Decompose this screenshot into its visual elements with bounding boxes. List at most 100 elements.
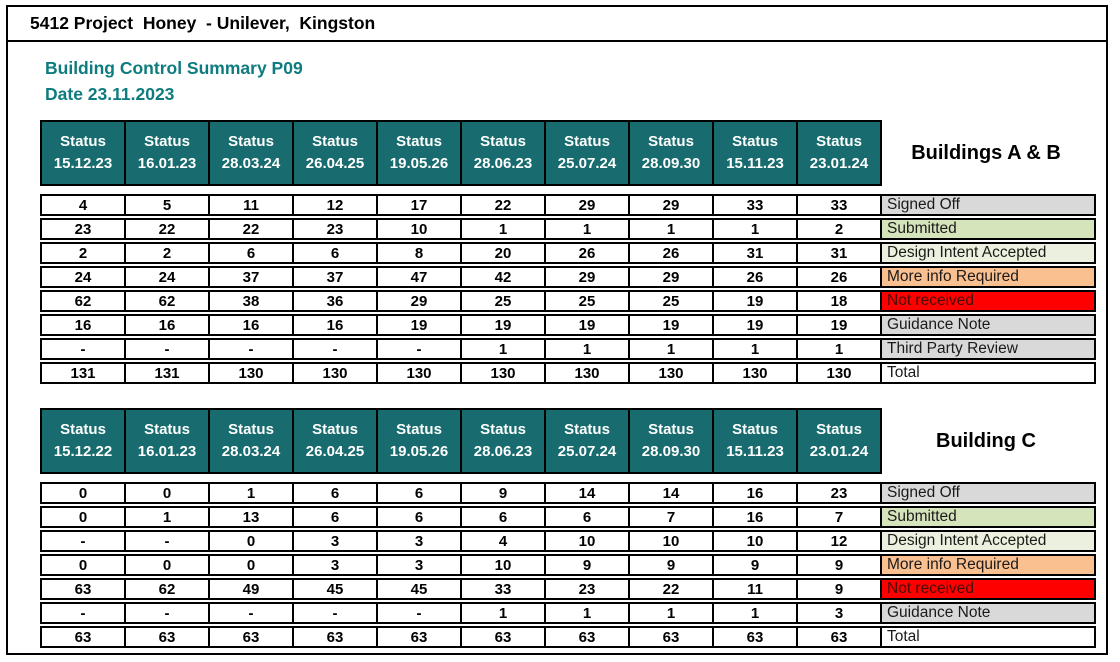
status-header-word: Status — [60, 421, 106, 438]
value-cell: 33 — [712, 194, 798, 216]
table-title: Buildings A & B — [911, 141, 1061, 164]
value-cell: - — [124, 338, 210, 360]
report-heading: Building Control Summary P09 Date 23.11.… — [45, 55, 1106, 107]
value-cell: 19 — [544, 314, 630, 336]
value-cell: - — [208, 338, 294, 360]
value-cell: 31 — [712, 242, 798, 264]
report-title: Building Control Summary P09 — [45, 58, 303, 78]
table-row: 23 22 22 23 10 1 1 1 1 2 Submitted — [40, 218, 1106, 240]
value-cell: 63 — [376, 626, 462, 648]
value-cell: 1 — [544, 602, 630, 624]
status-header-date: 28.09.30 — [641, 155, 701, 172]
value-cell: 3 — [292, 554, 378, 576]
value-cell: 45 — [292, 578, 378, 600]
value-cell: 16 — [292, 314, 378, 336]
value-cell: 19 — [376, 314, 462, 336]
status-header-word: Status — [816, 133, 862, 150]
table-row: 131 131 130 130 130 130 130 130 130 130 Total — [40, 362, 1106, 384]
value-cell: - — [376, 602, 462, 624]
status-header-cell: Status 28.09.30 — [628, 120, 714, 186]
row-label: More info Required — [880, 266, 1096, 288]
status-header-word: Status — [228, 133, 274, 150]
status-header-date: 19.05.26 — [389, 443, 449, 460]
status-header-date: 15.12.22 — [53, 443, 113, 460]
value-cell: 3 — [796, 602, 882, 624]
value-cell: 10 — [628, 530, 714, 552]
status-header-cell: Status 23.01.24 — [796, 408, 882, 474]
value-cell: 6 — [292, 482, 378, 504]
value-cell: 16 — [712, 506, 798, 528]
status-header-cell: Status 28.03.24 — [208, 408, 294, 474]
value-cell: 26 — [796, 266, 882, 288]
table-building-c: Status 15.12.22 Status 16.01.23 Status 28.03.… — [40, 408, 1106, 648]
value-cell: 62 — [124, 578, 210, 600]
value-cell: 17 — [376, 194, 462, 216]
value-cell: - — [292, 338, 378, 360]
row-label: Submitted — [880, 218, 1096, 240]
row-label: Total — [880, 362, 1096, 384]
table-row: - -0 3 3 4 10 10 10 12 Design Intent Accepted — [40, 530, 1106, 552]
value-cell: 63 — [40, 578, 126, 600]
value-cell: 3 — [376, 554, 462, 576]
value-cell: - — [40, 530, 126, 552]
row-label: Design Intent Accepted — [880, 242, 1096, 264]
value-cell: 1 — [460, 218, 546, 240]
row-label: Submitted — [880, 506, 1096, 528]
value-cell: 29 — [544, 194, 630, 216]
status-header-cell: Status 19.05.26 — [376, 120, 462, 186]
value-cell: 6 — [460, 506, 546, 528]
value-cell: 2 — [796, 218, 882, 240]
report-date: Date 23.11.2023 — [45, 84, 175, 104]
status-header-word: Status — [648, 133, 694, 150]
value-cell: 25 — [628, 290, 714, 312]
table-row: 24 24 37 37 47 42 29 29 26 26 More info Required — [40, 266, 1106, 288]
value-cell: 23 — [796, 482, 882, 504]
value-cell: 9 — [544, 554, 630, 576]
value-cell: 3 — [292, 530, 378, 552]
value-cell: - — [124, 602, 210, 624]
status-header-cell: Status 28.06.23 — [460, 408, 546, 474]
value-cell: 6 — [376, 506, 462, 528]
value-cell: 26 — [628, 242, 714, 264]
value-cell: 63 — [40, 626, 126, 648]
value-cell: 131 — [40, 362, 126, 384]
table-row: 63 62 49 45 45 33 23 22 11 9 Not received — [40, 578, 1106, 600]
value-cell: 13 — [208, 506, 294, 528]
value-cell: 6 — [292, 506, 378, 528]
value-cell: 23 — [40, 218, 126, 240]
status-header-word: Status — [228, 421, 274, 438]
table-row: 4 5 11 12 17 22 29 29 33 33 Signed Off — [40, 194, 1106, 216]
status-header-row: Status 15.12.22 Status 16.01.23 Status 28.03.… — [40, 408, 1106, 474]
value-cell: 63 — [124, 626, 210, 648]
value-cell: 63 — [796, 626, 882, 648]
report-frame: 5412 Project Honey - Unilever, Kingston … — [6, 5, 1108, 655]
value-cell: 12 — [796, 530, 882, 552]
value-cell: 63 — [208, 626, 294, 648]
value-cell: 0 — [40, 506, 126, 528]
value-cell: 9 — [796, 578, 882, 600]
value-cell: 11 — [712, 578, 798, 600]
table-row: 63 63 63 63 63 63 63 63 63 63 Total — [40, 626, 1106, 648]
status-header-date: 15.12.23 — [53, 155, 113, 172]
status-header-cell: Status 16.01.23 — [124, 408, 210, 474]
value-cell: 63 — [712, 626, 798, 648]
value-cell: 24 — [40, 266, 126, 288]
row-label: Total — [880, 626, 1096, 648]
status-header-date: 26.04.25 — [305, 443, 365, 460]
value-cell: 29 — [544, 266, 630, 288]
status-header-date: 16.01.23 — [137, 443, 197, 460]
status-header-date: 23.01.24 — [809, 443, 869, 460]
row-label: Signed Off — [880, 482, 1096, 504]
row-label: Third Party Review — [880, 338, 1096, 360]
status-header-cell: Status 25.07.24 — [544, 120, 630, 186]
value-cell: 25 — [460, 290, 546, 312]
status-header-word: Status — [564, 421, 610, 438]
value-cell: 62 — [124, 290, 210, 312]
status-header-date: 28.06.23 — [473, 443, 533, 460]
value-cell: 10 — [544, 530, 630, 552]
value-cell: 1 — [544, 218, 630, 240]
value-cell: 33 — [460, 578, 546, 600]
value-cell: 37 — [208, 266, 294, 288]
status-header-word: Status — [396, 421, 442, 438]
value-cell: 5 — [124, 194, 210, 216]
